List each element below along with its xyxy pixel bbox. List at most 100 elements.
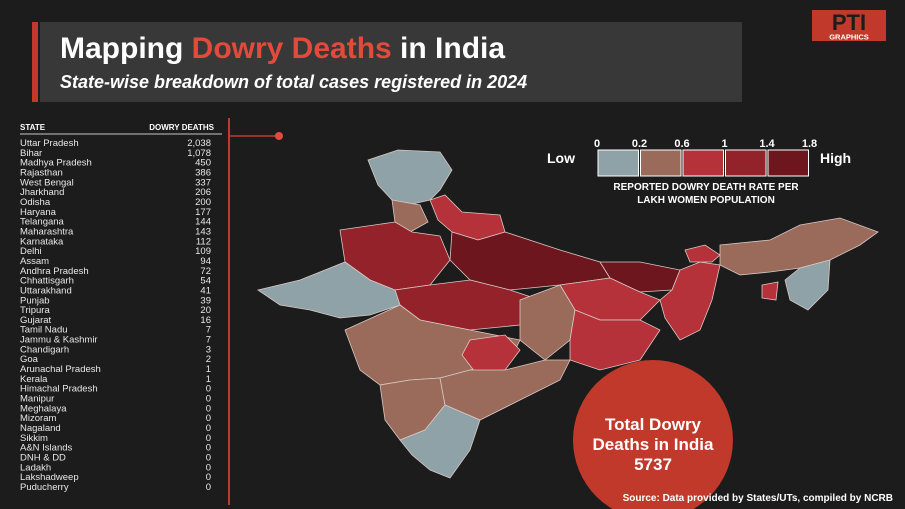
title-end: in India [392,32,506,65]
death-count: 143 [195,226,211,237]
table-body: Uttar Pradesh 2,038 Bihar 1,078 Madhya Prade… [20,138,211,493]
legend: 0 0.2 0.6 1 1.4 1.8 [594,138,817,177]
region-punjab [391,199,429,233]
logo-mark: PTI [832,10,866,35]
column-header: DOWRY DEATHS [149,123,214,132]
state-name: Mizoram [20,413,57,424]
subtitle: State-wise breakdown of total cases regi… [60,72,527,92]
state-name: Odisha [20,197,51,208]
death-count: 1 [206,364,211,375]
death-count: 0 [206,423,211,434]
title-highlight: Dowry Deaths [192,32,392,65]
state-name: Punjab [20,295,50,306]
legend-swatch [597,149,639,177]
death-count: 41 [200,285,211,296]
state-name: Puducherry [20,482,69,493]
death-count: 200 [195,197,211,208]
death-count: 2 [206,354,211,365]
state-name: Tripura [20,305,50,316]
state-name: Chandigarh [20,344,69,355]
death-count: 144 [195,217,211,228]
death-count: 0 [206,472,211,483]
total-value: 5737 [634,455,672,474]
region-north [367,149,453,206]
death-count: 20 [200,305,211,316]
legend-low: Low [547,150,575,166]
death-count: 0 [206,462,211,473]
legend-swatch [640,149,682,177]
state-name: Nagaland [20,423,61,434]
death-count: 2,038 [187,138,211,149]
death-count: 0 [206,403,211,414]
death-count: 3 [206,344,211,355]
header-accent [32,22,38,102]
state-name: Uttarakhand [20,285,72,296]
legend-caption: REPORTED DOWRY DEATH RATE PER [613,182,799,193]
legend-caption: LAKH WOMEN POPULATION [637,195,775,206]
death-count: 16 [200,315,211,326]
total-circle [573,360,733,509]
death-count: 206 [195,187,211,198]
legend-tick: 1.4 [759,138,775,150]
state-name: Ladakh [20,462,51,473]
state-name: Lakshadweep [20,472,79,483]
death-count: 1 [206,374,211,385]
logo-band [812,32,886,41]
death-count: 450 [195,158,211,169]
death-count: 337 [195,177,211,188]
legend-tick: 1.8 [802,138,817,150]
death-count: 54 [200,276,211,287]
state-name: Assam [20,256,49,267]
state-name: Gujarat [20,315,52,326]
state-name: A&N Islands [20,443,73,454]
logo-label: GRAPHICS [829,33,869,42]
state-name: Kerala [20,374,48,385]
death-count: 0 [206,482,211,493]
death-count: 177 [195,207,211,218]
death-count: 0 [206,384,211,395]
state-name: Goa [20,354,39,365]
total-label: Total Dowry [605,415,702,434]
state-name: DNH & DD [20,453,66,464]
region-odisha [569,309,661,371]
state-name: Karnataka [20,236,64,247]
death-count: 109 [195,246,211,257]
state-name: West Bengal [20,177,74,188]
death-count: 0 [206,394,211,405]
state-name: Meghalaya [20,403,67,414]
legend-swatch [725,149,767,177]
state-name: Himachal Pradesh [20,384,98,395]
state-name: Andhra Pradesh [20,266,89,277]
region-sikkim [684,244,721,263]
state-name: Manipur [20,394,54,405]
state-name: Haryana [20,207,57,218]
death-count: 72 [200,266,211,277]
death-count: 7 [206,325,211,336]
india-map [257,149,879,479]
death-count: 386 [195,167,211,178]
state-name: Uttar Pradesh [20,138,79,149]
death-count: 7 [206,335,211,346]
legend-swatch [767,149,809,177]
source: Source: Data provided by States/UTs, com… [623,493,893,504]
state-name: Delhi [20,246,42,257]
legend-tick: 0.2 [632,138,647,150]
death-count: 112 [196,236,211,247]
state-name: Arunachal Pradesh [20,364,101,375]
region-wb [659,261,721,341]
state-name: Chhattisgarh [20,276,74,287]
title: Mapping Dowry Deaths in India [60,32,505,65]
death-count: 0 [206,433,211,444]
death-count: 94 [200,256,211,267]
state-name: Madhya Pradesh [20,158,92,169]
divider-dot [275,132,283,140]
death-count: 39 [200,295,211,306]
legend-swatch [682,149,724,177]
state-name: Maharashtra [20,226,74,237]
death-count: 0 [206,413,211,424]
death-count: 0 [206,443,211,454]
death-count: 0 [206,453,211,464]
state-name: Telangana [20,217,65,228]
column-header: STATE [20,123,46,132]
